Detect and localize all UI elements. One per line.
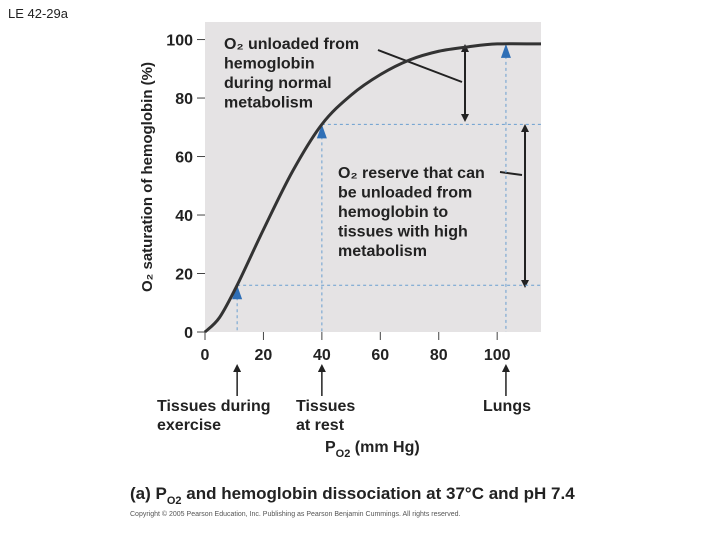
point-label: Lungs (483, 398, 531, 415)
caption: (a) PO2 and hemoglobin dissociation at 3… (130, 484, 575, 507)
subscript: O2 (336, 448, 351, 460)
annotation: hemoglobin (224, 56, 315, 73)
subscript: O2 (167, 495, 182, 507)
annotation: metabolism (224, 95, 313, 112)
point-arrow (316, 124, 327, 139)
y-tick-label: 100 (166, 33, 193, 50)
x-tick-label: 100 (484, 347, 511, 364)
plot-area (205, 22, 541, 332)
y-tick-label: 40 (175, 208, 193, 225)
annotation: during normal (224, 75, 332, 92)
curve (203, 42, 542, 334)
y-tick-label: 20 (175, 267, 193, 284)
connector (377, 49, 463, 83)
point-label: Tissues during (157, 398, 271, 415)
point-arrow (232, 285, 243, 300)
annotation: O₂ unloaded from (224, 36, 359, 53)
text-part: (mm Hg) (350, 439, 419, 456)
x-tick-label: 80 (430, 347, 448, 364)
annotation: metabolism (338, 243, 427, 260)
text-part: P (325, 439, 336, 456)
text-part: and hemoglobin dissociation at 37°C and … (182, 484, 576, 503)
point-label: exercise (157, 417, 221, 434)
x-tick-label: 40 (313, 347, 331, 364)
y-axis-label: O₂ saturation of hemoglobin (%) (139, 62, 156, 292)
annotation: O₂ reserve that can (338, 165, 485, 182)
point-arrow (500, 43, 511, 58)
point-label: at rest (296, 417, 345, 434)
y-tick-label: 0 (184, 325, 193, 342)
connector (499, 171, 523, 176)
figure-id: LE 42-29a (8, 6, 69, 21)
annotation: tissues with high (338, 224, 468, 241)
text-part: (a) P (130, 484, 167, 503)
y-tick-label: 60 (175, 150, 193, 167)
y-tick-label: 80 (175, 91, 193, 108)
x-tick-label: 0 (201, 347, 210, 364)
annotations: O₂ unloaded from hemoglobin during normal m… (224, 36, 485, 260)
x-axis-label: PO2 (mm Hg) (325, 439, 420, 460)
annotation: be unloaded from (338, 185, 472, 202)
x-tick-label: 20 (255, 347, 273, 364)
annotation: hemoglobin to (338, 204, 448, 221)
point-label: Tissues (296, 398, 355, 415)
copyright: Copyright © 2005 Pearson Education, Inc.… (130, 510, 460, 518)
x-tick-label: 60 (371, 347, 389, 364)
